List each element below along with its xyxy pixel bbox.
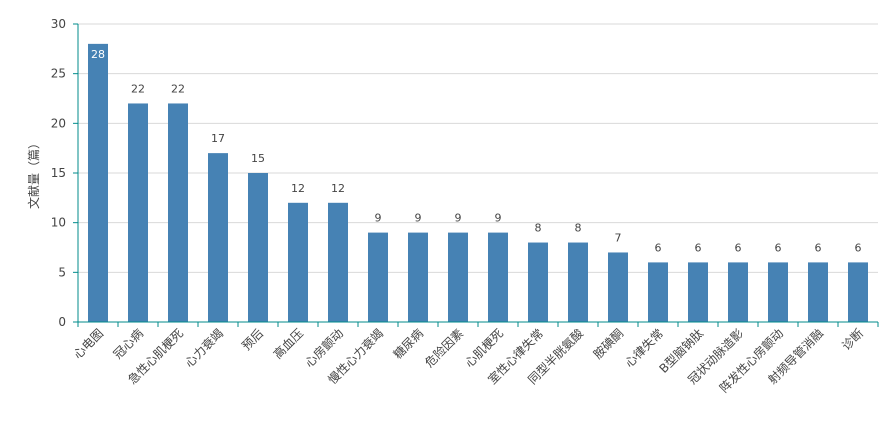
y-tick-label: 20 xyxy=(51,116,66,130)
data-label: 8 xyxy=(535,222,542,235)
data-label: 6 xyxy=(695,241,702,254)
bar xyxy=(128,103,148,322)
data-label: 15 xyxy=(251,152,265,165)
data-labels: 28 22 22 17 15 12 12 9 9 9 9 8 8 7 6 6 6 6 6 6 xyxy=(91,48,862,255)
data-label: 22 xyxy=(131,82,145,95)
x-tick-label: 冠心病 xyxy=(110,326,146,362)
bar xyxy=(648,262,668,322)
data-label: 9 xyxy=(455,212,462,225)
y-axis-title: 文献量（篇） xyxy=(26,137,41,209)
data-label: 22 xyxy=(171,82,185,95)
x-tick-label: 心电图 xyxy=(71,326,106,361)
data-label: 6 xyxy=(735,241,742,254)
bar xyxy=(808,262,828,322)
x-tick-label: 危险因素 xyxy=(422,326,467,371)
y-tick-label: 15 xyxy=(51,166,66,180)
bar xyxy=(568,242,588,322)
bar xyxy=(608,252,628,322)
bar xyxy=(288,202,308,322)
y-tick-label: 10 xyxy=(51,216,66,230)
bar xyxy=(528,242,548,322)
bar xyxy=(728,262,748,322)
bar xyxy=(768,262,788,322)
bar xyxy=(328,202,348,322)
data-label: 6 xyxy=(775,241,782,254)
data-label: 6 xyxy=(815,241,822,254)
bar xyxy=(408,232,428,322)
data-label: 6 xyxy=(855,241,862,254)
data-label: 9 xyxy=(415,212,422,225)
bar xyxy=(488,232,508,322)
bar xyxy=(368,232,388,322)
data-label: 8 xyxy=(575,222,582,235)
y-tick-label: 0 xyxy=(58,315,66,329)
data-label: 12 xyxy=(331,182,345,195)
y-tick-label: 30 xyxy=(51,17,66,31)
bar xyxy=(88,43,108,322)
data-label: 6 xyxy=(655,241,662,254)
grid-lines xyxy=(73,23,878,323)
x-tick-label: 诊断 xyxy=(839,326,867,354)
x-tick-label: 胺碘酮 xyxy=(591,326,626,361)
data-label: 9 xyxy=(495,212,502,225)
data-label: 28 xyxy=(91,48,105,61)
x-tick-label: 预后 xyxy=(239,326,266,353)
bar xyxy=(848,262,868,322)
x-tick-label: 高血压 xyxy=(270,326,306,362)
data-label: 17 xyxy=(211,132,225,145)
y-axis-ticks: 0 5 10 15 20 25 30 xyxy=(51,17,66,329)
x-tick-label: 糖尿病 xyxy=(390,326,426,362)
data-label: 9 xyxy=(375,212,382,225)
y-tick-label: 25 xyxy=(51,67,66,81)
data-label: 12 xyxy=(291,182,305,195)
x-tick-label: 心力衰竭 xyxy=(182,326,227,371)
bar xyxy=(168,103,188,322)
bar xyxy=(208,153,228,322)
y-tick-label: 5 xyxy=(58,265,66,279)
bar xyxy=(248,173,268,322)
bar xyxy=(448,232,468,322)
bars xyxy=(88,43,868,322)
data-label: 7 xyxy=(615,231,622,244)
bar xyxy=(688,262,708,322)
